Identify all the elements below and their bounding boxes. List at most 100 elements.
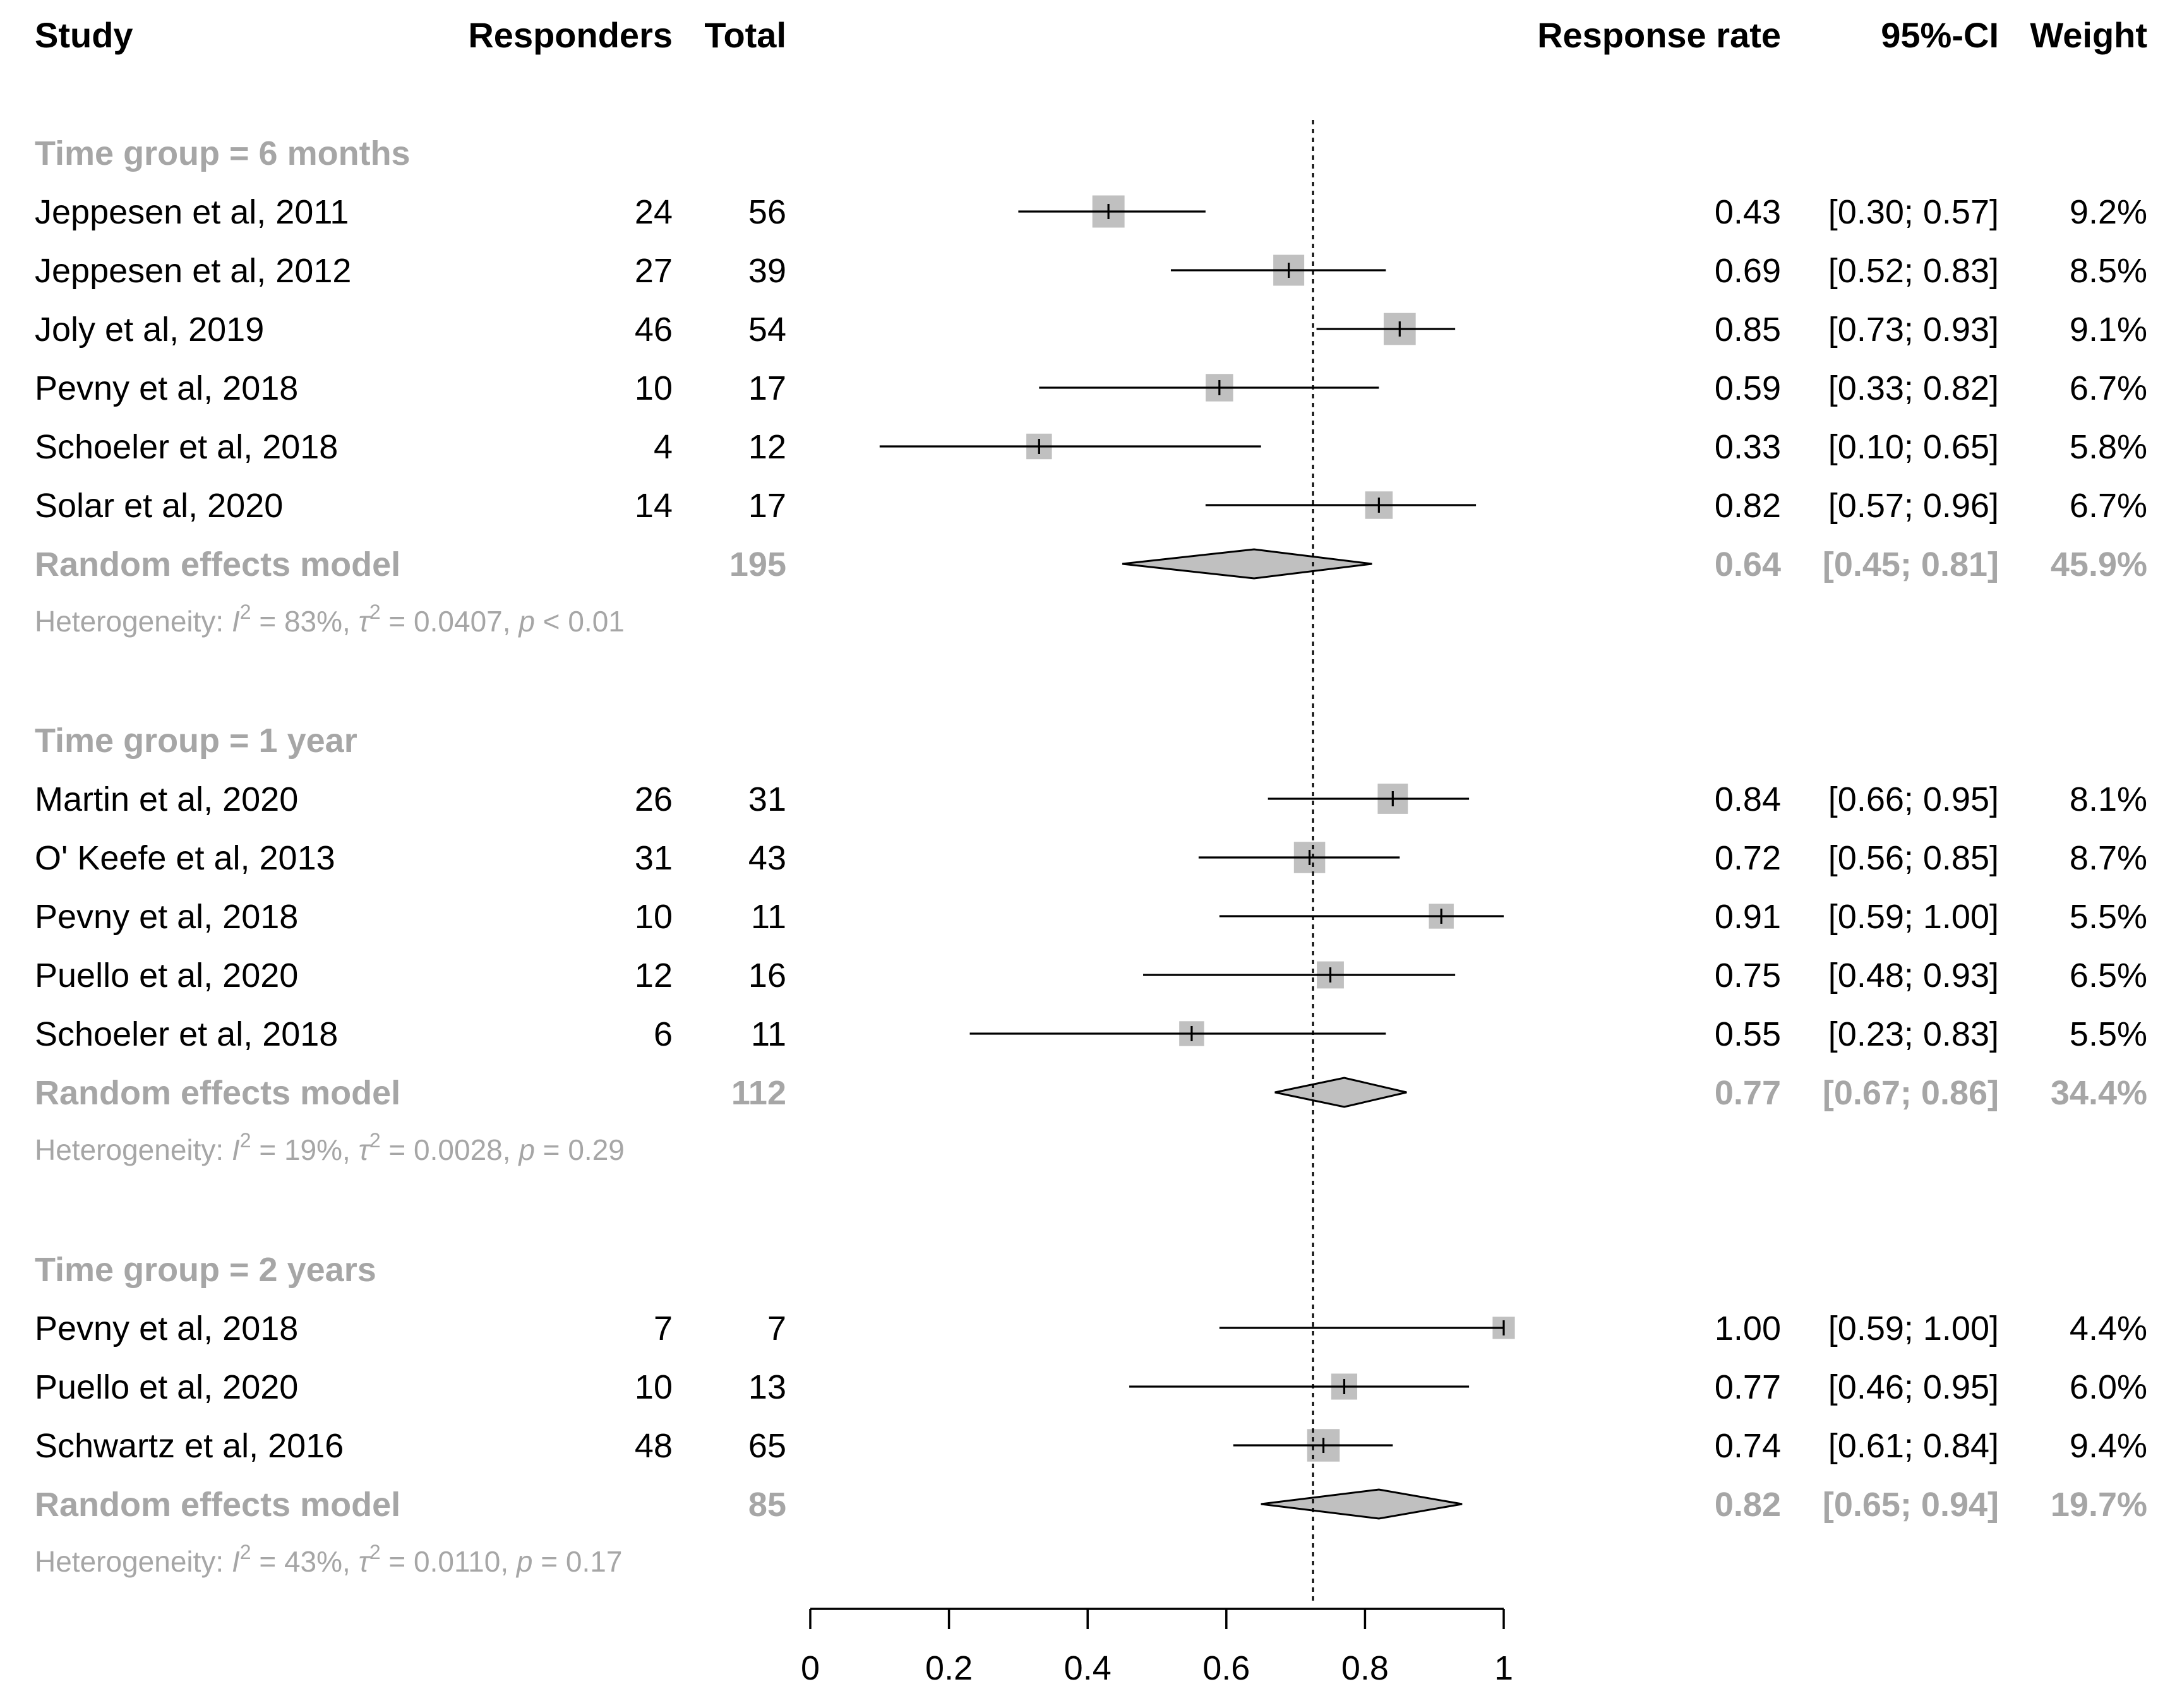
weight-value: 6.7% bbox=[2070, 487, 2147, 525]
summary-ci: [0.65; 0.94] bbox=[1823, 1486, 1999, 1524]
responders-value: 4 bbox=[654, 428, 673, 466]
header-ci: 95%-CI bbox=[1881, 15, 1999, 55]
header-study: Study bbox=[35, 15, 133, 55]
subgroup: Time group = 6 months Jeppesen et al, 201… bbox=[35, 134, 2147, 638]
total-value: 7 bbox=[767, 1310, 786, 1347]
ci-value: [0.23; 0.83] bbox=[1828, 1015, 1999, 1053]
weight-value: 6.7% bbox=[2070, 369, 2147, 407]
x-axis-tick-label: 0.6 bbox=[1202, 1649, 1250, 1687]
responders-value: 31 bbox=[635, 839, 673, 877]
response-rate-value: 0.85 bbox=[1715, 311, 1781, 349]
responders-value: 24 bbox=[635, 193, 673, 231]
study-row: Pevny et al, 2018 10 11 0.91 [0.59; 1.00] 5.5… bbox=[35, 898, 2147, 936]
ci-value: [0.66; 0.95] bbox=[1828, 780, 1999, 818]
total-value: 43 bbox=[748, 839, 786, 877]
summary-row: Random effects model 85 0.82 [0.65; 0.94] 19… bbox=[35, 1486, 2147, 1524]
responders-value: 46 bbox=[635, 311, 673, 349]
responders-value: 6 bbox=[654, 1015, 673, 1053]
ci-value: [0.56; 0.85] bbox=[1828, 839, 1999, 877]
study-row: Schoeler et al, 2018 4 12 0.33 [0.10; 0.65] 5… bbox=[35, 428, 2147, 466]
ci-value: [0.48; 0.93] bbox=[1828, 957, 1999, 994]
summary-diamond bbox=[1274, 1077, 1407, 1108]
study-name: Joly et al, 2019 bbox=[35, 311, 264, 349]
total-value: 11 bbox=[751, 898, 786, 936]
study-name: Puello et al, 2020 bbox=[35, 957, 298, 994]
weight-value: 9.4% bbox=[2070, 1427, 2147, 1465]
ci-value: [0.73; 0.93] bbox=[1828, 311, 1999, 349]
x-axis: 0 0.2 0.4 0.6 0.8 1 bbox=[801, 1608, 1513, 1687]
response-rate-value: 0.72 bbox=[1715, 839, 1781, 877]
ci-value: [0.52; 0.83] bbox=[1828, 252, 1999, 290]
summary-weight: 45.9% bbox=[2051, 546, 2147, 583]
response-rate-value: 0.74 bbox=[1715, 1427, 1781, 1465]
responders-value: 10 bbox=[635, 1368, 673, 1406]
weight-value: 8.5% bbox=[2070, 252, 2147, 290]
ci-value: [0.30; 0.57] bbox=[1828, 193, 1999, 231]
column-headers: Study Responders Total Response rate 95%… bbox=[35, 15, 2147, 55]
weight-value: 4.4% bbox=[2070, 1310, 2147, 1347]
study-row: Martin et al, 2020 26 31 0.84 [0.66; 0.95] 8.… bbox=[35, 780, 2147, 818]
subgroup-label: Time group = 6 months bbox=[35, 134, 411, 172]
responders-value: 27 bbox=[635, 252, 673, 290]
subgroup-label: Time group = 1 year bbox=[35, 722, 357, 760]
summary-weight: 34.4% bbox=[2051, 1074, 2147, 1112]
study-row: Pevny et al, 2018 10 17 0.59 [0.33; 0.82] 6.7… bbox=[35, 369, 2147, 407]
study-name: Puello et al, 2020 bbox=[35, 1368, 298, 1406]
study-name: Pevny et al, 2018 bbox=[35, 898, 298, 936]
study-name: Martin et al, 2020 bbox=[35, 780, 298, 818]
ci-value: [0.46; 0.95] bbox=[1828, 1368, 1999, 1406]
x-axis-tick-label: 0.2 bbox=[925, 1649, 973, 1687]
total-value: 16 bbox=[748, 957, 786, 994]
weight-value: 9.2% bbox=[2070, 193, 2147, 231]
study-name: O' Keefe et al, 2013 bbox=[35, 839, 335, 877]
summary-ci: [0.45; 0.81] bbox=[1823, 546, 1999, 583]
study-name: Schwartz et al, 2016 bbox=[35, 1427, 344, 1465]
summary-diamond bbox=[1261, 1488, 1463, 1520]
ci-value: [0.33; 0.82] bbox=[1828, 369, 1999, 407]
response-rate-value: 0.55 bbox=[1715, 1015, 1781, 1053]
ci-value: [0.57; 0.96] bbox=[1828, 487, 1999, 525]
response-rate-value: 0.84 bbox=[1715, 780, 1781, 818]
response-rate-value: 0.33 bbox=[1715, 428, 1781, 466]
study-row: Schoeler et al, 2018 6 11 0.55 [0.23; 0.83] 5… bbox=[35, 1015, 2147, 1053]
weight-value: 8.1% bbox=[2070, 780, 2147, 818]
responders-value: 14 bbox=[635, 487, 673, 525]
subgroup-label: Time group = 2 years bbox=[35, 1251, 376, 1289]
total-value: 17 bbox=[748, 369, 786, 407]
weight-value: 5.5% bbox=[2070, 898, 2147, 936]
total-value: 39 bbox=[748, 252, 786, 290]
header-response-rate: Response rate bbox=[1537, 15, 1781, 55]
ci-value: [0.59; 1.00] bbox=[1828, 898, 1999, 936]
summary-label: Random effects model bbox=[35, 546, 400, 583]
total-value: 17 bbox=[748, 487, 786, 525]
study-row: Jeppesen et al, 2011 24 56 0.43 [0.30; 0.57]… bbox=[35, 193, 2147, 231]
study-row: Joly et al, 2019 46 54 0.85 [0.73; 0.93] 9.1% bbox=[35, 311, 2147, 349]
study-name: Schoeler et al, 2018 bbox=[35, 428, 338, 466]
summary-label: Random effects model bbox=[35, 1486, 400, 1524]
ci-value: [0.61; 0.84] bbox=[1828, 1427, 1999, 1465]
subgroup: Time group = 2 years Pevny et al, 2018 7 7 1… bbox=[35, 1251, 2147, 1578]
total-value: 65 bbox=[748, 1427, 786, 1465]
response-rate-value: 0.77 bbox=[1715, 1368, 1781, 1406]
summary-weight: 19.7% bbox=[2051, 1486, 2147, 1524]
x-axis-tick-label: 0 bbox=[801, 1649, 820, 1687]
study-name: Solar et al, 2020 bbox=[35, 487, 283, 525]
weight-value: 6.5% bbox=[2070, 957, 2147, 994]
responders-value: 7 bbox=[654, 1310, 673, 1347]
study-row: O' Keefe et al, 2013 31 43 0.72 [0.56; 0.85]… bbox=[35, 839, 2147, 877]
response-rate-value: 0.69 bbox=[1715, 252, 1781, 290]
ci-value: [0.59; 1.00] bbox=[1828, 1310, 1999, 1347]
study-row: Jeppesen et al, 2012 27 39 0.69 [0.52; 0.83]… bbox=[35, 252, 2147, 290]
heterogeneity-text: Heterogeneity: I2 = 83%, τ2 = 0.0407, p … bbox=[35, 600, 625, 638]
response-rate-value: 0.59 bbox=[1715, 369, 1781, 407]
summary-row: Random effects model 112 0.77 [0.67; 0.86] 3… bbox=[35, 1074, 2147, 1112]
study-row: Puello et al, 2020 10 13 0.77 [0.46; 0.95] 6.… bbox=[35, 1368, 2147, 1406]
study-name: Jeppesen et al, 2012 bbox=[35, 252, 351, 290]
response-rate-value: 0.75 bbox=[1715, 957, 1781, 994]
summary-rate: 0.77 bbox=[1715, 1074, 1781, 1112]
summary-label: Random effects model bbox=[35, 1074, 400, 1112]
study-name: Pevny et al, 2018 bbox=[35, 1310, 298, 1347]
study-name: Jeppesen et al, 2011 bbox=[35, 193, 349, 231]
weight-value: 9.1% bbox=[2070, 311, 2147, 349]
response-rate-value: 0.91 bbox=[1715, 898, 1781, 936]
